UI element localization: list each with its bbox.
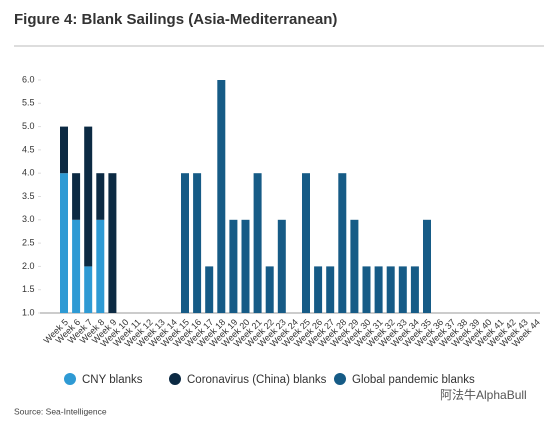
bar-segment [72, 219, 81, 313]
legend-swatch [64, 373, 76, 385]
bar-segment [96, 173, 105, 220]
y-tick-label: 2.0 [22, 261, 35, 271]
y-tick-label: 3.0 [22, 214, 35, 224]
watermark: 阿法牛AlphaBull [440, 387, 527, 402]
bar-segment [314, 266, 323, 313]
bar-segment [423, 219, 431, 313]
bar-segment [205, 266, 214, 313]
bar-segment [302, 173, 310, 313]
legend-label: CNY blanks [82, 374, 143, 386]
bar-segment [374, 266, 383, 313]
bar-segment [229, 219, 238, 313]
bar-segment [60, 173, 68, 313]
legend-label: Global pandemic blanks [352, 374, 475, 386]
bar-segment [326, 266, 335, 313]
bar-segment [108, 173, 117, 313]
bar-segment [60, 126, 68, 174]
y-tick-label: 4.0 [22, 168, 35, 178]
y-tick-label: 4.5 [22, 144, 35, 154]
bar-segment [84, 126, 93, 267]
bar-segment [193, 173, 202, 313]
y-tick-label: 3.5 [22, 191, 35, 201]
bar-segment [338, 173, 347, 313]
bar-segment [217, 80, 226, 313]
y-tick-label: 6.0 [22, 74, 35, 84]
y-tick-label: 5.0 [22, 121, 35, 131]
legend-swatch [334, 373, 346, 385]
chart-title: Figure 4: Blank Sailings (Asia-Mediterra… [14, 11, 337, 28]
bar-segment [72, 173, 81, 220]
y-tick-label: 2.5 [22, 237, 35, 247]
bar-segment [253, 173, 262, 313]
source: Source: Sea-Intelligence [14, 406, 107, 416]
bar-segment [265, 266, 274, 313]
legend-label: Coronavirus (China) blanks [187, 374, 327, 386]
bar-segment [386, 266, 395, 313]
bar-segment [96, 219, 105, 313]
bar-segment [181, 173, 189, 313]
bar-segment [84, 266, 93, 313]
y-tick-label: 5.5 [22, 98, 35, 108]
bar-segment [277, 219, 286, 313]
bar-segment [241, 219, 250, 313]
y-tick-label: 1.5 [22, 284, 35, 294]
bar-segment [350, 219, 359, 313]
legend-swatch [169, 373, 181, 385]
bar-segment [410, 266, 419, 313]
y-tick-label: 1.0 [22, 307, 35, 317]
bar-segment [398, 266, 407, 313]
bar-segment [362, 266, 371, 313]
